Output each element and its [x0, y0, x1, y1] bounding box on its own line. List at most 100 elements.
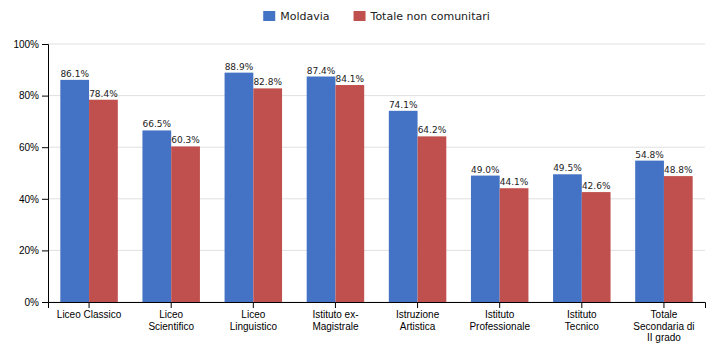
legend-item: Moldavia	[263, 10, 329, 23]
x-tick-label: Istituto ex-Magistrale	[312, 309, 359, 332]
x-tick-label: LiceoLinguistico	[230, 309, 278, 332]
y-tick-mark	[42, 44, 48, 45]
bar	[307, 77, 336, 302]
data-label: 48.8%	[664, 165, 693, 175]
bar	[471, 176, 500, 302]
bar	[500, 188, 529, 302]
x-tick-label-line: Scientifico	[148, 321, 194, 332]
x-tick-label: TotaleSecondaria diII grado	[633, 309, 694, 343]
bar	[582, 192, 611, 302]
data-label: 82.8%	[253, 77, 282, 87]
x-tick: IstruzioneArtistica	[396, 302, 440, 332]
data-label: 86.1%	[60, 69, 89, 79]
legend-label: Moldavia	[280, 10, 329, 23]
x-tick: TotaleSecondaria diII grado	[633, 302, 694, 343]
y-axis: 0% 20% 40% 60% 80% 100%	[13, 39, 48, 308]
x-tick-label-line: Totale	[651, 309, 678, 320]
x-tick-mark	[581, 302, 582, 308]
y-tick-label: 20%	[19, 245, 39, 256]
data-label: 84.1%	[336, 74, 365, 84]
x-tick-label: Liceo Classico	[57, 309, 122, 320]
y-tick-mark	[42, 302, 48, 303]
y-tick-mark	[42, 96, 48, 97]
y-tick-mark	[42, 199, 48, 200]
data-labels: 86.1% 66.5% 88.9% 87.4% 74.1% 49.0% 49.5% 54.8%…	[60, 62, 693, 191]
x-tick-label: LiceoScientifico	[148, 309, 194, 332]
data-label: 54.8%	[635, 150, 664, 160]
y-tick: 0%	[25, 297, 48, 308]
x-tick-label: IstitutoProfessionale	[469, 309, 530, 332]
x-axis: Liceo ClassicoLiceoScientificoLiceoLingu…	[49, 302, 706, 343]
x-tick-mark	[171, 302, 172, 308]
chart: 86.1% 66.5% 88.9% 87.4% 74.1% 49.0% 49.5% 54.8%…	[0, 0, 720, 360]
bar-series	[89, 85, 693, 302]
x-tick-label-line: Liceo	[241, 309, 265, 320]
x-tick-mark	[663, 302, 664, 308]
x-tick: IstitutoTecnico	[565, 302, 599, 332]
x-tick-label-line: Istruzione	[396, 309, 440, 320]
x-axis-line	[49, 303, 706, 309]
x-tick-mark	[417, 302, 418, 308]
x-tick-label: IstruzioneArtistica	[396, 309, 440, 332]
y-tick: 80%	[19, 90, 48, 101]
data-label: 49.0%	[471, 165, 500, 175]
legend: Moldavia Totale non comunitari	[263, 10, 490, 23]
legend-swatch	[354, 11, 366, 21]
x-tick-mark	[499, 302, 500, 308]
x-tick-mark	[335, 302, 336, 308]
bar	[253, 88, 282, 302]
bar	[89, 100, 118, 302]
bar	[418, 136, 447, 302]
y-tick-mark	[42, 250, 48, 251]
y-tick: 60%	[19, 142, 48, 153]
data-label: 42.6%	[582, 181, 611, 191]
x-tick-label-line: Linguistico	[230, 321, 278, 332]
bar	[335, 85, 364, 302]
y-tick-label: 60%	[19, 142, 39, 153]
legend-swatch	[263, 11, 275, 21]
bar	[635, 161, 664, 302]
y-tick-label: 40%	[19, 194, 39, 205]
y-axis-line	[42, 45, 49, 303]
y-tick: 100%	[13, 39, 48, 50]
x-tick-label-line: II grado	[647, 332, 681, 343]
bar	[142, 130, 171, 302]
bar	[389, 111, 418, 302]
x-tick-label-line: Artistica	[400, 321, 436, 332]
x-tick-label-line: Istituto	[485, 309, 515, 320]
data-label: 88.9%	[225, 62, 254, 72]
data-label: 44.1%	[500, 177, 529, 187]
data-label: 60.3%	[171, 135, 200, 145]
legend-label: Totale non comunitari	[370, 10, 490, 23]
bars	[60, 73, 692, 302]
y-tick-label: 0%	[25, 297, 40, 308]
x-tick-label-line: Professionale	[469, 321, 530, 332]
x-tick: LiceoScientifico	[148, 302, 194, 332]
data-label: 66.5%	[143, 119, 172, 129]
data-label: 74.1%	[389, 100, 418, 110]
x-tick-label-line: Istituto	[567, 309, 597, 320]
grid-line	[48, 95, 705, 96]
grid-line	[48, 44, 705, 45]
x-tick-label-line: Istituto ex-	[312, 309, 358, 320]
grid	[48, 44, 705, 302]
x-tick: LiceoLinguistico	[230, 302, 278, 332]
bar-series	[60, 73, 664, 302]
bar	[225, 73, 254, 302]
y-tick-label: 100%	[13, 39, 39, 50]
y-tick-mark	[42, 147, 48, 148]
x-tick-label-line: Secondaria di	[633, 321, 694, 332]
bar	[60, 80, 89, 302]
x-tick-mark	[253, 302, 254, 308]
y-tick-label: 80%	[19, 90, 39, 101]
x-tick: IstitutoProfessionale	[469, 302, 530, 332]
x-tick-label-line: Tecnico	[565, 321, 599, 332]
x-tick: Istituto ex-Magistrale	[312, 302, 359, 332]
bar	[664, 176, 693, 302]
data-label: 49.5%	[553, 163, 582, 173]
plot: 86.1% 66.5% 88.9% 87.4% 74.1% 49.0% 49.5% 54.8%…	[13, 39, 705, 343]
x-tick: Liceo Classico	[57, 302, 122, 320]
data-label: 87.4%	[307, 66, 336, 76]
bar	[171, 146, 200, 302]
x-tick-mark	[89, 302, 90, 308]
